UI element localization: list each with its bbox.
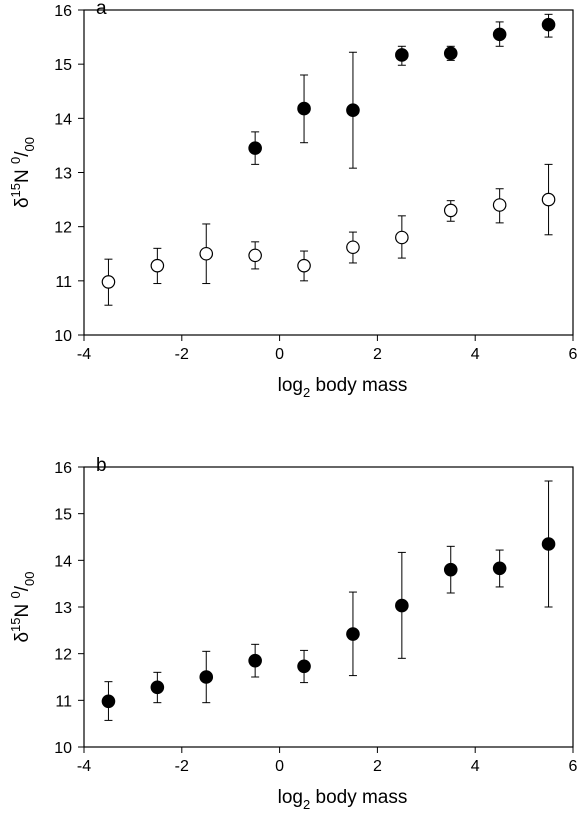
data-point bbox=[492, 561, 507, 576]
y-tick-label: 13 bbox=[54, 166, 72, 183]
data-point bbox=[248, 248, 262, 263]
y-tick-label: 12 bbox=[54, 220, 72, 237]
x-tick-label: -2 bbox=[175, 346, 189, 363]
data-point bbox=[248, 141, 262, 155]
y-tick-label: 15 bbox=[54, 507, 72, 524]
x-tick-label: 0 bbox=[275, 346, 284, 363]
data-point bbox=[541, 17, 556, 32]
plot-frame bbox=[83, 9, 574, 336]
x-tick-label: 4 bbox=[471, 758, 480, 775]
data-point bbox=[443, 203, 458, 218]
data-point bbox=[395, 230, 409, 245]
data-point bbox=[492, 198, 507, 212]
data-point bbox=[297, 101, 311, 116]
data-point bbox=[541, 192, 556, 207]
x-axis-title: log2 body mass bbox=[278, 787, 408, 812]
y-tick-label: 10 bbox=[54, 328, 72, 345]
y-tick-label: 13 bbox=[54, 600, 72, 617]
data-point bbox=[395, 598, 409, 613]
data-point bbox=[492, 27, 507, 42]
data-point bbox=[346, 103, 360, 118]
data-point bbox=[248, 653, 262, 668]
x-tick-label: 0 bbox=[275, 758, 284, 775]
y-tick-label: 10 bbox=[54, 740, 72, 757]
x-tick-label: 2 bbox=[373, 346, 382, 363]
y-tick-label: 12 bbox=[54, 647, 72, 664]
series-open-circles bbox=[101, 163, 556, 306]
panel-label: b bbox=[96, 455, 107, 476]
chart-panel-a: a -4 -2 0 2 4 6 10 11 12 13 14 15 16 log2 body mass δ15… bbox=[8, 0, 578, 400]
y-tick-label: 14 bbox=[54, 111, 72, 128]
data-point bbox=[199, 670, 214, 684]
x-tick-label: -4 bbox=[77, 346, 91, 363]
data-point bbox=[395, 48, 409, 62]
data-point bbox=[101, 694, 116, 709]
data-point bbox=[443, 46, 458, 61]
data-point bbox=[443, 562, 458, 577]
y-tick-label: 16 bbox=[54, 460, 72, 477]
series-filled-circles bbox=[101, 480, 556, 721]
plot-frame bbox=[83, 466, 574, 748]
y-tick-label: 14 bbox=[54, 553, 72, 570]
series-filled-circles bbox=[248, 13, 556, 169]
y-tick-label: 11 bbox=[55, 274, 72, 291]
x-tick-label: 4 bbox=[471, 346, 480, 363]
data-point bbox=[346, 240, 360, 255]
x-tick-label: -4 bbox=[77, 758, 91, 775]
panel-label: a bbox=[96, 0, 107, 19]
x-tick-label: 2 bbox=[373, 758, 382, 775]
data-point bbox=[150, 258, 165, 273]
data-point bbox=[297, 258, 311, 273]
y-tick-label: 16 bbox=[54, 3, 72, 20]
y-axis-title: δ15N 0/00 bbox=[8, 571, 37, 642]
data-point bbox=[346, 627, 360, 641]
chart-panel-b: b -4 -2 0 2 4 6 10 11 12 13 14 15 16 log2 body mass δ15… bbox=[8, 455, 578, 812]
data-point bbox=[199, 246, 214, 261]
x-tick-label: -2 bbox=[175, 758, 189, 775]
x-tick-label: 6 bbox=[569, 758, 578, 775]
data-point bbox=[297, 659, 311, 674]
data-point bbox=[101, 275, 116, 289]
y-tick-label: 15 bbox=[54, 57, 72, 74]
x-axis-title: log2 body mass bbox=[278, 375, 408, 400]
data-point bbox=[541, 537, 556, 551]
data-point bbox=[150, 680, 165, 695]
y-tick-label: 11 bbox=[55, 693, 72, 710]
x-tick-label: 6 bbox=[569, 346, 578, 363]
y-axis-title: δ15N 0/00 bbox=[8, 137, 37, 208]
